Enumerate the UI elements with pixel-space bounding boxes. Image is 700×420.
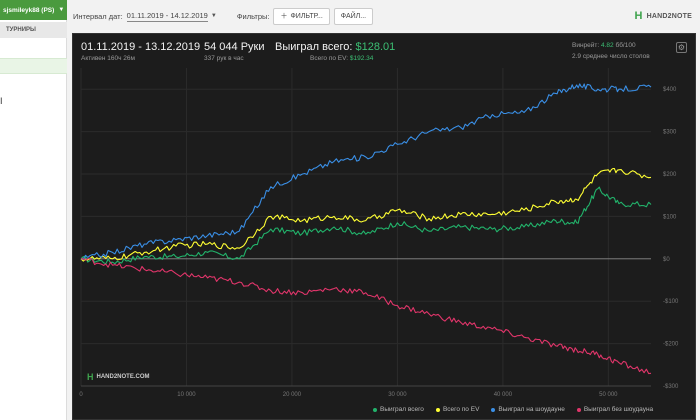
date-range-label: Интервал дат:: [73, 11, 123, 21]
y-tick-label: $100: [663, 214, 677, 220]
filter-button-label: ФИЛЬТР...: [290, 12, 323, 20]
sidebar-tab-tournaments[interactable]: ТУРНИРЫ: [0, 22, 67, 38]
y-tick-label: $200: [663, 172, 677, 178]
stat-active-time: Активен 160ч 26м: [81, 55, 135, 62]
stat-avg-tables: 2.9 среднее число столов: [572, 53, 650, 60]
date-range-selector[interactable]: 01.11.2019 - 14.12.2019: [126, 10, 208, 22]
ev-value: $192.34: [349, 55, 374, 62]
watermark-text: HAND2NOTE.COM: [96, 374, 150, 380]
winrate-value: 4.82: [601, 42, 614, 49]
plus-icon: ＋: [280, 13, 288, 20]
app-logo: H HAND2NOTE: [634, 10, 692, 22]
file-button[interactable]: ФАЙЛ...: [333, 7, 374, 25]
legend-item-ev[interactable]: Всего по EV: [435, 406, 480, 413]
y-tick-label: $0: [663, 257, 670, 263]
stat-hands-rate: 337 рук в час: [204, 55, 244, 62]
chart-legend: Выиграл всего Всего по EV Выиграл на шоу…: [373, 406, 653, 413]
chevron-down-icon[interactable]: ▼: [210, 13, 217, 19]
legend-label: Выиграл без шоудауна: [583, 406, 654, 413]
y-tick-label: -$100: [663, 299, 679, 305]
stat-ev: Всего по EV: $192.34: [310, 55, 373, 62]
legend-dot: [373, 407, 377, 412]
legend-label: Всего по EV: [442, 406, 480, 413]
x-tick-label: 30 000: [388, 392, 407, 398]
file-button-label: ФАЙЛ...: [340, 12, 367, 20]
stat-date-range: 01.11.2019 - 13.12.2019: [81, 41, 201, 53]
stat-winrate: Винрейт: 4.82 бб/100: [572, 42, 636, 49]
legend-dot: [576, 407, 581, 412]
legend-item-no-showdown[interactable]: Выиграл без шоудауна: [576, 406, 654, 413]
legend-dot: [491, 407, 496, 412]
winrate-label: Винрейт:: [572, 42, 600, 49]
series-line-total: [80, 186, 652, 265]
gear-icon[interactable]: ⚙: [676, 42, 687, 53]
winrate-unit: бб/100: [615, 42, 636, 49]
y-tick-label: -$200: [663, 342, 679, 348]
sidebar-tab-label: ТУРНИРЫ: [6, 27, 36, 33]
x-tick-label: 40 000: [494, 392, 513, 398]
x-tick-label: 0: [79, 392, 83, 398]
player-selector[interactable]: sjsmileyk88 (PS) ▼: [0, 0, 67, 20]
legend-label: Выиграл всего: [380, 406, 424, 413]
watermark-logo-icon: H: [87, 372, 94, 382]
filter-button[interactable]: ＋ ФИЛЬТР...: [273, 7, 330, 25]
legend-label: Выиграл на шоудауне: [498, 406, 565, 413]
legend-dot: [435, 407, 440, 412]
total-won-label: Выиграл всего:: [275, 41, 353, 53]
logo-text: HAND2NOTE: [646, 12, 692, 20]
ev-label: Всего по EV:: [310, 55, 349, 62]
x-tick-label: 50 000: [599, 392, 618, 398]
top-toolbar: Интервал дат: 01.11.2019 - 14.12.2019 ▼ …: [67, 0, 700, 32]
stat-hands: 54 044 Руки: [204, 41, 265, 53]
left-sidebar: sjsmileyk88 (PS) ▼ ТУРНИРЫ I: [0, 0, 67, 420]
y-tick-label: -$300: [663, 384, 679, 390]
graph-panel: 0 10 000 20 000 30 000 40 000 50 000 -$300 -$20…: [72, 33, 696, 420]
logo-icon: H: [634, 10, 643, 22]
watermark: H HAND2NOTE.COM: [87, 372, 150, 382]
x-tick-label: 10 000: [177, 392, 196, 398]
total-won-value: $128.01: [355, 41, 396, 53]
series-line-ev: [80, 168, 652, 262]
filters-label: Фильтры:: [236, 11, 270, 21]
legend-item-showdown[interactable]: Выиграл на шоудауне: [491, 406, 565, 413]
chevron-down-icon: ▼: [58, 7, 65, 13]
y-tick-label: $300: [663, 130, 677, 136]
x-tick-label: 20 000: [283, 392, 302, 398]
sidebar-cursor-mark: I: [0, 96, 3, 106]
series-line-showdown: [80, 83, 652, 260]
sidebar-selected-row[interactable]: [0, 58, 67, 74]
legend-item-total[interactable]: Выиграл всего: [373, 406, 424, 413]
player-name: sjsmileyk88 (PS): [3, 6, 55, 14]
y-tick-label: $400: [663, 87, 677, 93]
stat-total-won: Выиграл всего: $128.01: [275, 41, 395, 53]
series-line-no_showdown: [80, 257, 652, 375]
profit-chart: 0 10 000 20 000 30 000 40 000 50 000 -$300 -$20…: [79, 68, 679, 398]
